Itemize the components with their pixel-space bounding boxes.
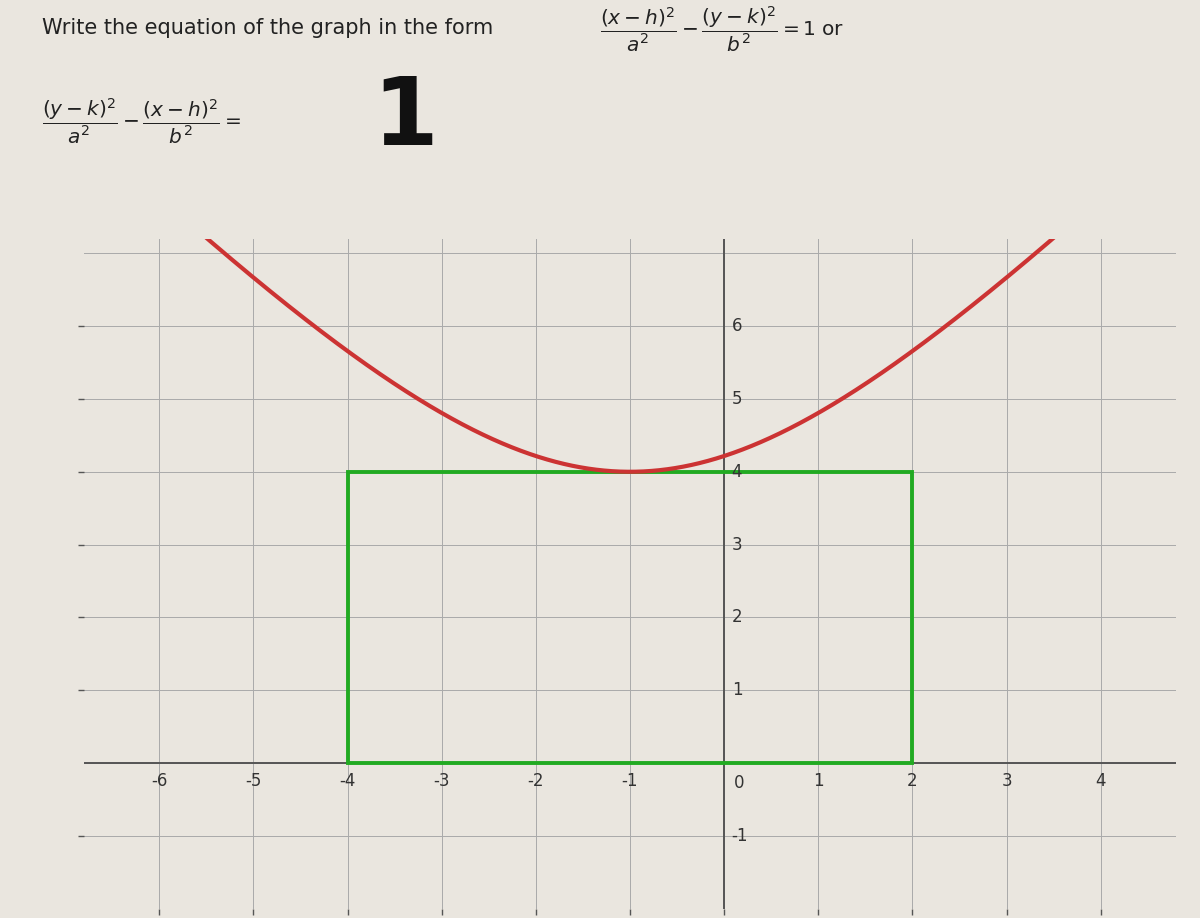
Text: -6: -6 [151, 772, 168, 789]
Text: -1: -1 [732, 827, 748, 845]
Text: $\dfrac{(x-h)^2}{a^2} - \dfrac{(y-k)^2}{b^2} = 1\;\mathrm{or}$: $\dfrac{(x-h)^2}{a^2} - \dfrac{(y-k)^2}{… [600, 5, 844, 54]
Text: 1: 1 [732, 681, 743, 700]
Text: -3: -3 [433, 772, 450, 789]
Text: 4: 4 [1096, 772, 1106, 789]
Text: Write the equation of the graph in the form: Write the equation of the graph in the f… [42, 18, 493, 39]
Text: -1: -1 [622, 772, 638, 789]
Text: 1: 1 [812, 772, 823, 789]
Text: 2: 2 [907, 772, 918, 789]
Text: -5: -5 [245, 772, 262, 789]
Text: 3: 3 [1001, 772, 1012, 789]
Text: 3: 3 [732, 535, 743, 554]
Bar [348, 472, 912, 763]
Text: -2: -2 [528, 772, 544, 789]
Text: -4: -4 [340, 772, 355, 789]
Text: 2: 2 [732, 609, 743, 626]
Text: 5: 5 [732, 390, 742, 408]
Text: 0: 0 [733, 774, 744, 792]
Text: 1: 1 [372, 73, 438, 165]
Text: $\dfrac{(y-k)^2}{a^2} - \dfrac{(x-h)^2}{b^2} =$: $\dfrac{(y-k)^2}{a^2} - \dfrac{(x-h)^2}{… [42, 96, 241, 146]
Text: 6: 6 [732, 317, 742, 335]
Text: 4: 4 [732, 463, 742, 481]
